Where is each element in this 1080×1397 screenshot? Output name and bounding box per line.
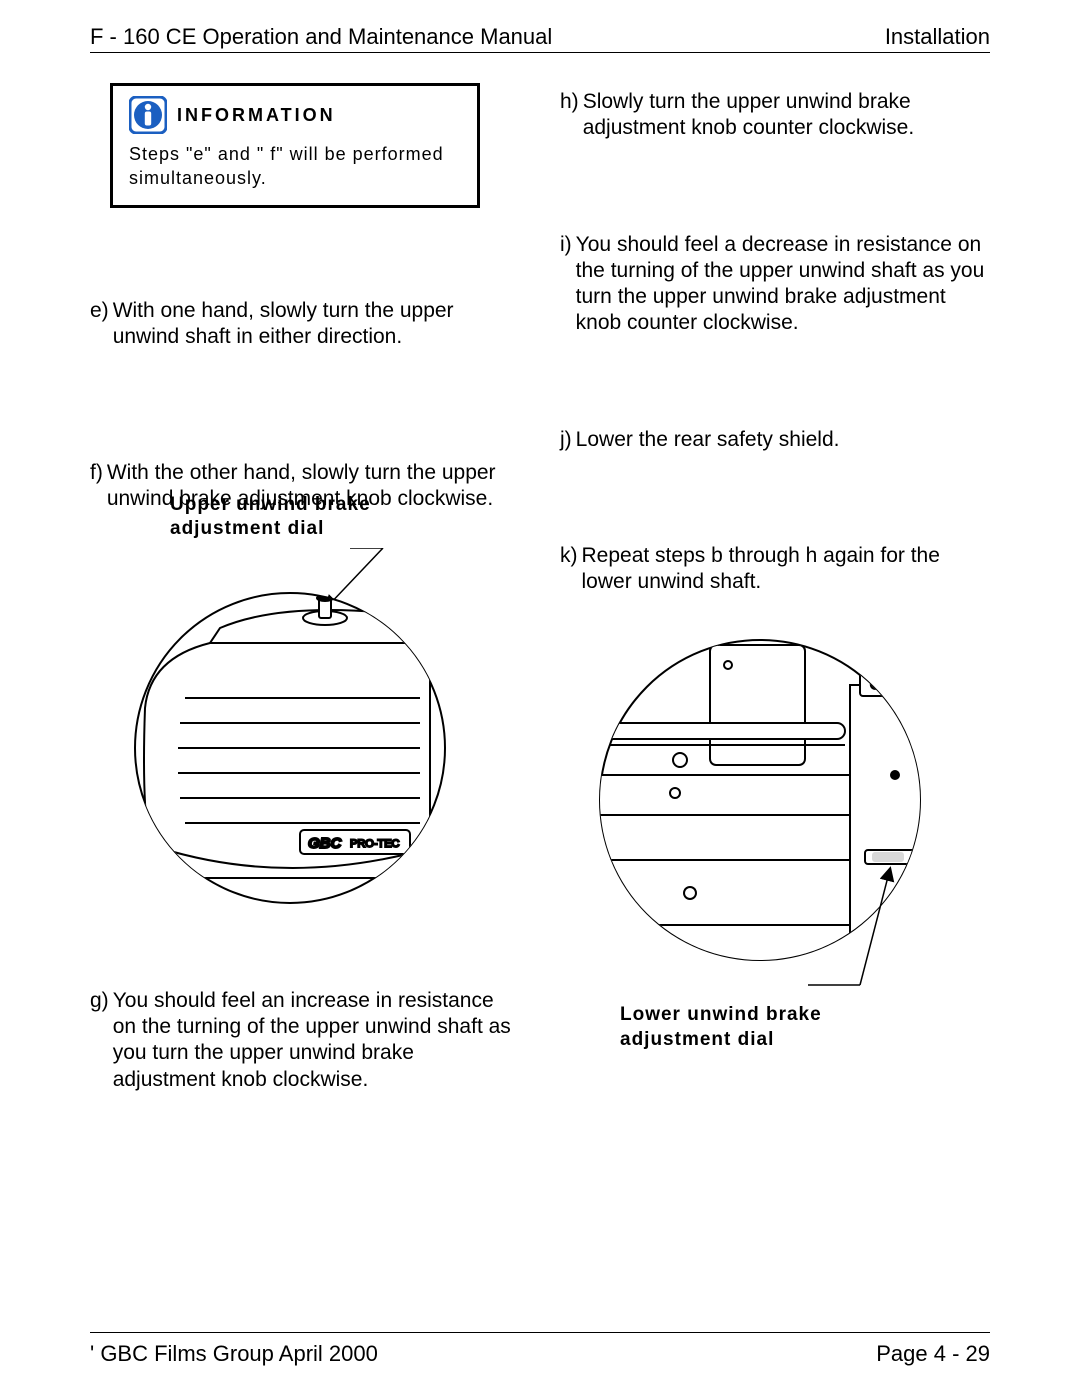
figure-upper-caption: Upper unwind brake adjustment dial bbox=[170, 493, 520, 542]
figure-upper-caption-l2: adjustment dial bbox=[170, 518, 324, 539]
two-column-layout: INFORMATION Steps "e" and " f" will be p… bbox=[90, 83, 990, 1133]
step-e: e) With one hand, slowly turn the upper … bbox=[90, 298, 520, 351]
step-i-label: i) bbox=[560, 232, 572, 337]
header-rule bbox=[90, 52, 990, 53]
step-j-body: Lower the rear safety shield. bbox=[576, 427, 990, 453]
figure-lower-unwind: GBC bbox=[560, 625, 990, 1052]
header-left: F - 160 CE Operation and Maintenance Man… bbox=[90, 24, 552, 50]
information-text: Steps "e" and " f" will be performed sim… bbox=[129, 142, 461, 191]
figure-upper-unwind: Upper unwind brake adjustment dial bbox=[90, 493, 520, 908]
step-j-label: j) bbox=[560, 427, 572, 453]
svg-text:PRO-TEC: PRO-TEC bbox=[350, 838, 400, 850]
step-g-label: g) bbox=[90, 988, 109, 1093]
step-e-body: With one hand, slowly turn the upper unw… bbox=[113, 298, 520, 351]
figure-lower-svg: GBC bbox=[560, 625, 960, 995]
right-column: h) Slowly turn the upper unwind brake ad… bbox=[560, 83, 990, 1133]
step-k-label: k) bbox=[560, 543, 578, 596]
information-box: INFORMATION Steps "e" and " f" will be p… bbox=[110, 83, 480, 208]
manual-page: F - 160 CE Operation and Maintenance Man… bbox=[0, 0, 1080, 1397]
information-title: INFORMATION bbox=[177, 105, 336, 126]
footer-left: ' GBC Films Group April 2000 bbox=[90, 1341, 378, 1367]
step-i: i) You should feel a decrease in resista… bbox=[560, 232, 990, 337]
information-header: INFORMATION bbox=[129, 96, 461, 134]
step-h: h) Slowly turn the upper unwind brake ad… bbox=[560, 89, 990, 142]
step-i-body: You should feel a decrease in resistance… bbox=[576, 232, 990, 337]
step-j: j) Lower the rear safety shield. bbox=[560, 427, 990, 453]
footer-right: Page 4 - 29 bbox=[876, 1341, 990, 1367]
svg-text:GBC: GBC bbox=[308, 835, 343, 852]
step-e-label: e) bbox=[90, 298, 109, 351]
step-g: g) You should feel an increase in resist… bbox=[90, 988, 520, 1093]
page-header: F - 160 CE Operation and Maintenance Man… bbox=[90, 24, 990, 50]
footer-rule bbox=[90, 1332, 990, 1333]
header-right: Installation bbox=[885, 24, 990, 50]
svg-text:GBC: GBC bbox=[870, 676, 906, 693]
page-footer: ' GBC Films Group April 2000 Page 4 - 29 bbox=[90, 1341, 990, 1367]
figure-lower-caption: Lower unwind brake adjustment dial bbox=[620, 1003, 990, 1052]
figure-lower-caption-l2: adjustment dial bbox=[620, 1029, 774, 1050]
figure-lower-caption-l1: Lower unwind brake bbox=[620, 1004, 822, 1025]
step-h-label: h) bbox=[560, 89, 579, 142]
step-k: k) Repeat steps b through h again for th… bbox=[560, 543, 990, 596]
step-k-body: Repeat steps b through h again for the l… bbox=[582, 543, 991, 596]
figure-upper-svg: GBC PRO-TEC bbox=[90, 548, 470, 908]
step-h-body: Slowly turn the upper unwind brake adjus… bbox=[583, 89, 990, 142]
figure-upper-caption-l1: Upper unwind brake bbox=[170, 494, 371, 515]
left-column: INFORMATION Steps "e" and " f" will be p… bbox=[90, 83, 520, 1133]
step-g-body: You should feel an increase in resistanc… bbox=[113, 988, 520, 1093]
info-icon bbox=[129, 96, 167, 134]
